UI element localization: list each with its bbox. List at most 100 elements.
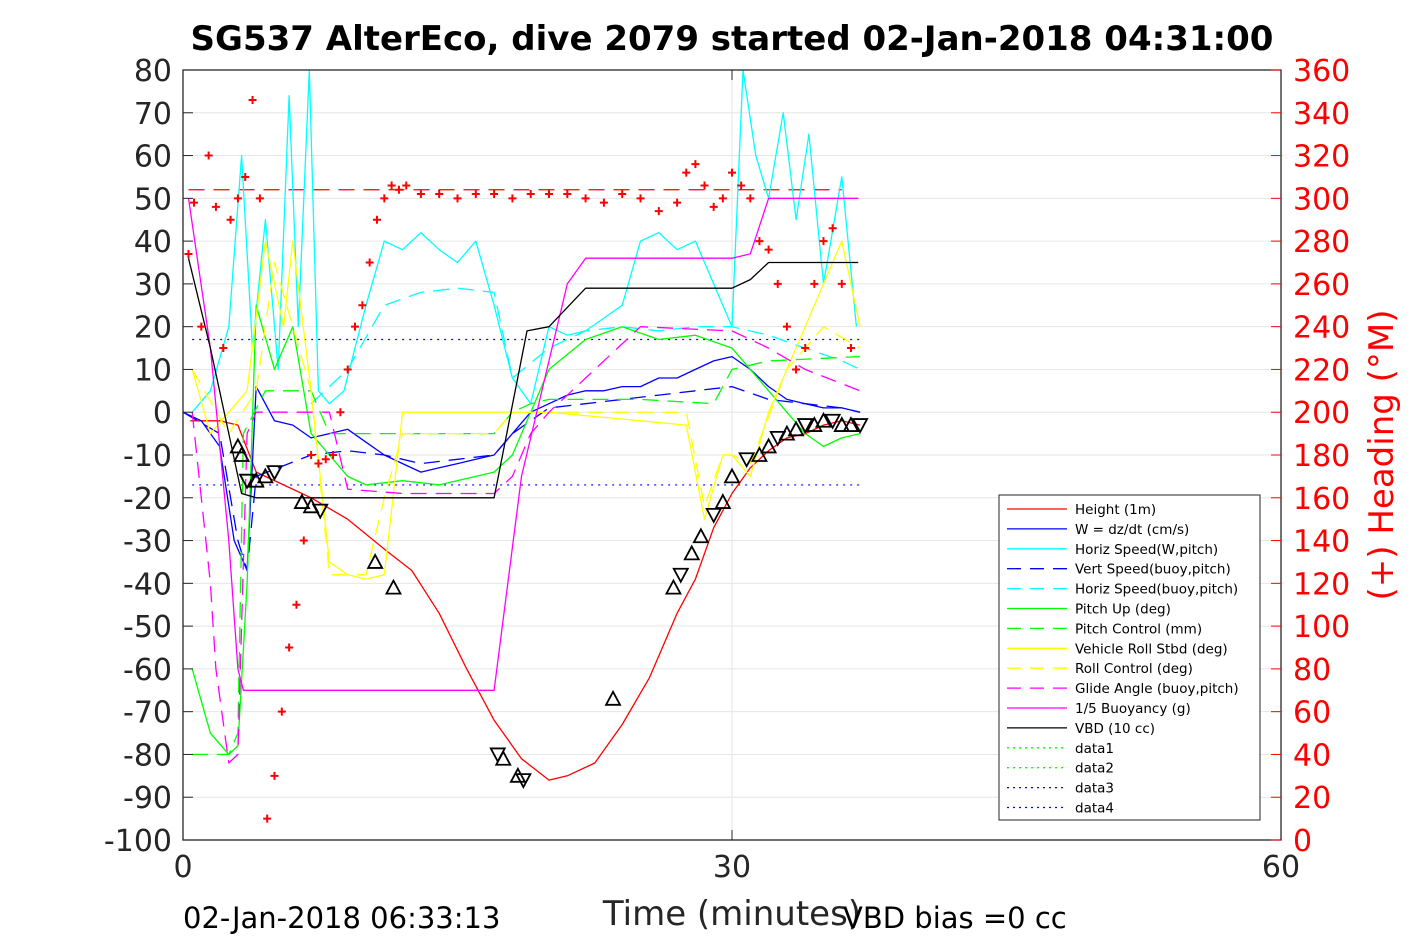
heading-marker: [490, 190, 499, 199]
heading-marker: [285, 643, 294, 652]
left-tick-label: 0: [153, 396, 172, 431]
depth-triangle-marker: [293, 493, 311, 509]
heading-marker: [184, 249, 193, 258]
series-line-4: [310, 287, 861, 405]
left-tick-label: -40: [123, 567, 172, 602]
depth-triangle-marker: [714, 493, 732, 509]
depth-triangle-marker: [824, 413, 842, 430]
heading-marker: [810, 279, 819, 288]
heading-marker: [336, 408, 345, 417]
right-tick-label: 120: [1293, 567, 1350, 602]
depth-triangle-marker: [796, 418, 814, 434]
depth-triangle-marker: [787, 420, 805, 437]
right-tick-label: 340: [1293, 97, 1350, 132]
right-tick-label: 60: [1293, 696, 1331, 731]
left-tick-label: 30: [134, 268, 172, 303]
heading-marker: [329, 451, 338, 459]
left-tick-label: -90: [123, 781, 172, 816]
heading-marker: [746, 194, 755, 203]
heading-marker: [358, 301, 367, 310]
heading-marker: [526, 190, 535, 199]
heading-marker: [219, 344, 228, 353]
legend-label-2: Horiz Speed(W,pitch): [1075, 542, 1218, 558]
depth-triangle-marker: [692, 527, 710, 544]
depth-triangle-marker: [514, 773, 532, 790]
series-line-8: [191, 261, 861, 576]
right-tick-label: 220: [1293, 353, 1350, 388]
legend-label-3: Vert Speed(buoy,pitch): [1075, 562, 1231, 578]
heading-marker: [380, 194, 389, 203]
depth-triangle-marker: [842, 416, 860, 432]
heading-marker: [654, 207, 663, 216]
left-tick-label: -60: [123, 653, 172, 688]
heading-marker: [299, 536, 308, 545]
depth-triangle-marker: [738, 452, 756, 469]
depth-triangle-marker: [814, 411, 833, 428]
heading-marker: [801, 344, 810, 353]
heading-marker: [270, 771, 279, 780]
heading-marker: [581, 194, 590, 203]
heading-marker: [351, 322, 360, 331]
left-tick-label: -10: [123, 439, 172, 474]
heading-marker: [599, 198, 608, 207]
heading-marker: [764, 245, 773, 254]
heading-marker: [189, 198, 198, 207]
heading-marker: [682, 168, 691, 177]
heading-marker: [402, 181, 411, 190]
left-tick-label: -20: [123, 482, 172, 517]
legend-label-1: W = dz/dt (cm/s): [1075, 522, 1189, 538]
left-tick-label: -30: [123, 525, 172, 560]
right-tick-label: 80: [1293, 653, 1331, 688]
heading-marker: [263, 814, 272, 823]
legend-label-0: Height (1m): [1075, 502, 1156, 518]
depth-triangle-marker: [494, 749, 512, 766]
right-tick-label: 20: [1293, 781, 1331, 816]
heading-marker: [233, 194, 242, 203]
heading-marker: [321, 455, 330, 464]
depth-triangle-marker: [265, 465, 284, 482]
right-tick-label: 40: [1293, 738, 1331, 773]
right-tick-label: 240: [1293, 311, 1350, 346]
heading-marker: [837, 279, 846, 288]
legend-label-9: Glide Angle (buoy,pitch): [1075, 681, 1239, 697]
heading-marker: [292, 600, 301, 609]
footer-timestamp: 02-Jan-2018 06:33:13: [183, 901, 500, 935]
heading-marker: [636, 194, 645, 203]
left-tick-label: 70: [134, 97, 172, 132]
right-tick-label: 300: [1293, 182, 1350, 217]
legend: Height (1m) W = dz/dt (cm/s) Horiz Speed(W…: [998, 494, 1261, 821]
series-line-5: [191, 304, 861, 756]
depth-triangle-marker: [238, 473, 256, 490]
legend-label-7: Vehicle Roll Stbd (deg): [1075, 641, 1228, 657]
heading-marker: [773, 279, 782, 288]
legend-label-14: data3: [1075, 781, 1114, 797]
heading-marker: [618, 190, 627, 199]
left-tick-label: -80: [123, 738, 172, 773]
heading-marker: [435, 190, 444, 199]
depth-triangle-marker: [760, 437, 778, 454]
depth-triangle-marker: [384, 578, 402, 595]
series-line-6: [192, 355, 861, 756]
heading-marker: [755, 237, 764, 246]
left-tick-label: 40: [134, 225, 172, 260]
heading-marker: [792, 365, 801, 374]
right-tick-label: 140: [1293, 525, 1350, 560]
depth-triangle-marker: [229, 437, 247, 454]
right-tick-label: 180: [1293, 439, 1350, 474]
heading-marker: [846, 344, 855, 353]
heading-marker: [248, 95, 257, 104]
depth-triangle-marker: [664, 578, 682, 595]
heading-marker: [709, 202, 718, 211]
heading-marker: [211, 202, 220, 211]
heading-marker: [307, 451, 316, 459]
legend-label-10: 1/5 Buoyancy (g): [1075, 701, 1191, 717]
heading-marker: [782, 322, 791, 331]
legend-label-13: data2: [1075, 761, 1114, 777]
right-tick-label: 0: [1293, 824, 1312, 859]
heading-marker: [453, 194, 462, 203]
heading-marker: [204, 151, 213, 160]
x-tick-label: 60: [1262, 850, 1300, 885]
heading-marker: [700, 181, 709, 190]
depth-triangle-marker: [750, 446, 768, 462]
